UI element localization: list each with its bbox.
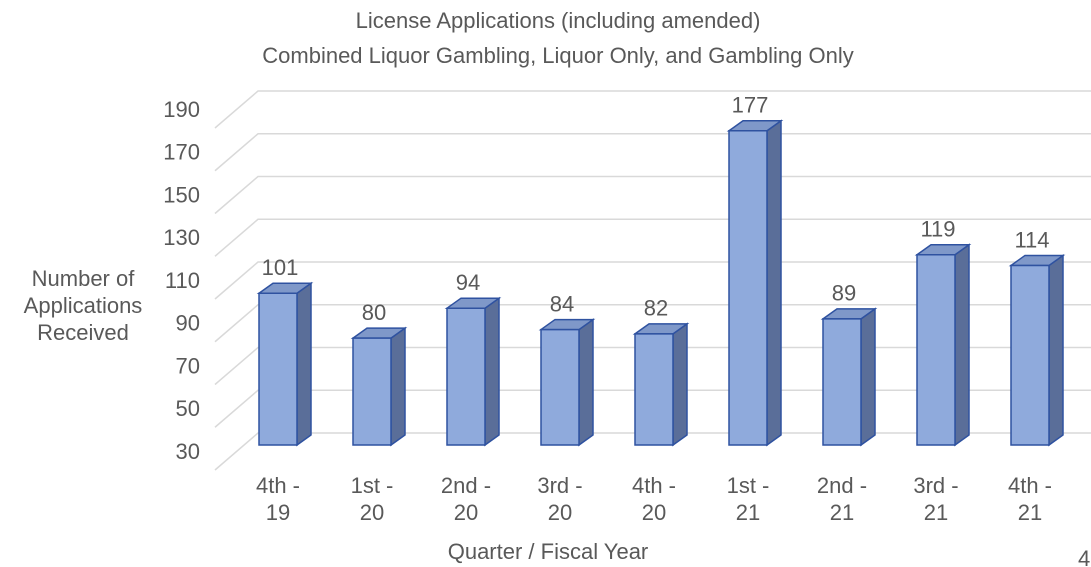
bar-front — [1010, 264, 1050, 446]
y-axis-title: Number of Applications Received — [23, 266, 143, 345]
value-label: 94 — [456, 270, 480, 295]
value-label: 114 — [1014, 227, 1049, 252]
y-tick-label: 170 — [163, 140, 200, 165]
grid-line — [214, 304, 1091, 343]
bar-front — [258, 292, 298, 446]
value-label: 84 — [550, 291, 574, 316]
x-axis-title: Quarter / Fiscal Year — [448, 539, 649, 564]
bar — [820, 307, 878, 447]
bar-side — [954, 243, 970, 447]
bar-front — [728, 130, 768, 446]
bar-front — [352, 337, 392, 446]
bar-front — [540, 328, 580, 446]
bar-side — [296, 281, 312, 447]
x-tick-label: 2nd - 21 — [816, 473, 868, 525]
bar-side — [578, 318, 594, 447]
x-tick-label: 2nd - 20 — [440, 473, 492, 525]
bar-side — [672, 322, 688, 447]
x-tick-label: 3rd - 21 — [913, 473, 959, 525]
value-label: 101 — [262, 255, 299, 280]
bar-front — [916, 254, 956, 446]
y-tick-label: 110 — [165, 268, 200, 293]
y-tick-label: 150 — [163, 182, 200, 207]
bar-front — [446, 307, 486, 446]
x-tick-label: 3rd - 20 — [537, 473, 583, 525]
bar-side — [766, 119, 782, 447]
bar-front — [634, 333, 674, 446]
bar — [350, 326, 408, 447]
y-tick-label: 50 — [176, 396, 200, 421]
x-tick-label: 1st - 21 — [726, 473, 770, 525]
page-number: 4 — [1078, 546, 1090, 567]
x-tick-label: 1st - 20 — [350, 473, 394, 525]
y-tick-label: 70 — [176, 353, 200, 378]
x-tick-label: 4th - 19 — [255, 473, 301, 525]
value-label: 80 — [362, 300, 386, 325]
bar-side — [860, 307, 876, 447]
grid-line — [214, 389, 1091, 428]
grid-line — [214, 90, 1091, 129]
x-tick-label: 4th - 21 — [1007, 473, 1053, 525]
bar — [538, 318, 596, 447]
grid-line — [214, 261, 1091, 300]
grid-line — [214, 218, 1091, 257]
bar-front — [822, 318, 862, 446]
bar-side — [1048, 253, 1064, 447]
value-label: 82 — [644, 296, 668, 321]
bar — [1008, 253, 1066, 447]
bar — [726, 119, 784, 447]
chart-title: License Applications (including amended) — [356, 8, 761, 33]
bar — [444, 296, 502, 447]
grid-line — [214, 432, 1091, 471]
value-label: 177 — [732, 93, 769, 118]
y-tick-label: 90 — [176, 311, 200, 336]
grid-line — [214, 175, 1091, 215]
y-tick-label: 130 — [163, 225, 200, 250]
grid-line — [214, 346, 1091, 386]
chart-subtitle: Combined Liquor Gambling, Liquor Only, a… — [262, 43, 853, 68]
grid-line — [214, 133, 1091, 172]
value-label: 119 — [920, 217, 955, 242]
bar — [914, 243, 972, 447]
y-tick-label: 30 — [176, 439, 200, 464]
bar-side — [484, 296, 500, 447]
bar — [632, 322, 690, 447]
bar-side — [390, 326, 406, 447]
bar — [256, 281, 314, 447]
y-tick-label: 190 — [163, 97, 200, 122]
value-label: 89 — [832, 281, 856, 306]
x-tick-label: 4th - 20 — [631, 473, 677, 525]
